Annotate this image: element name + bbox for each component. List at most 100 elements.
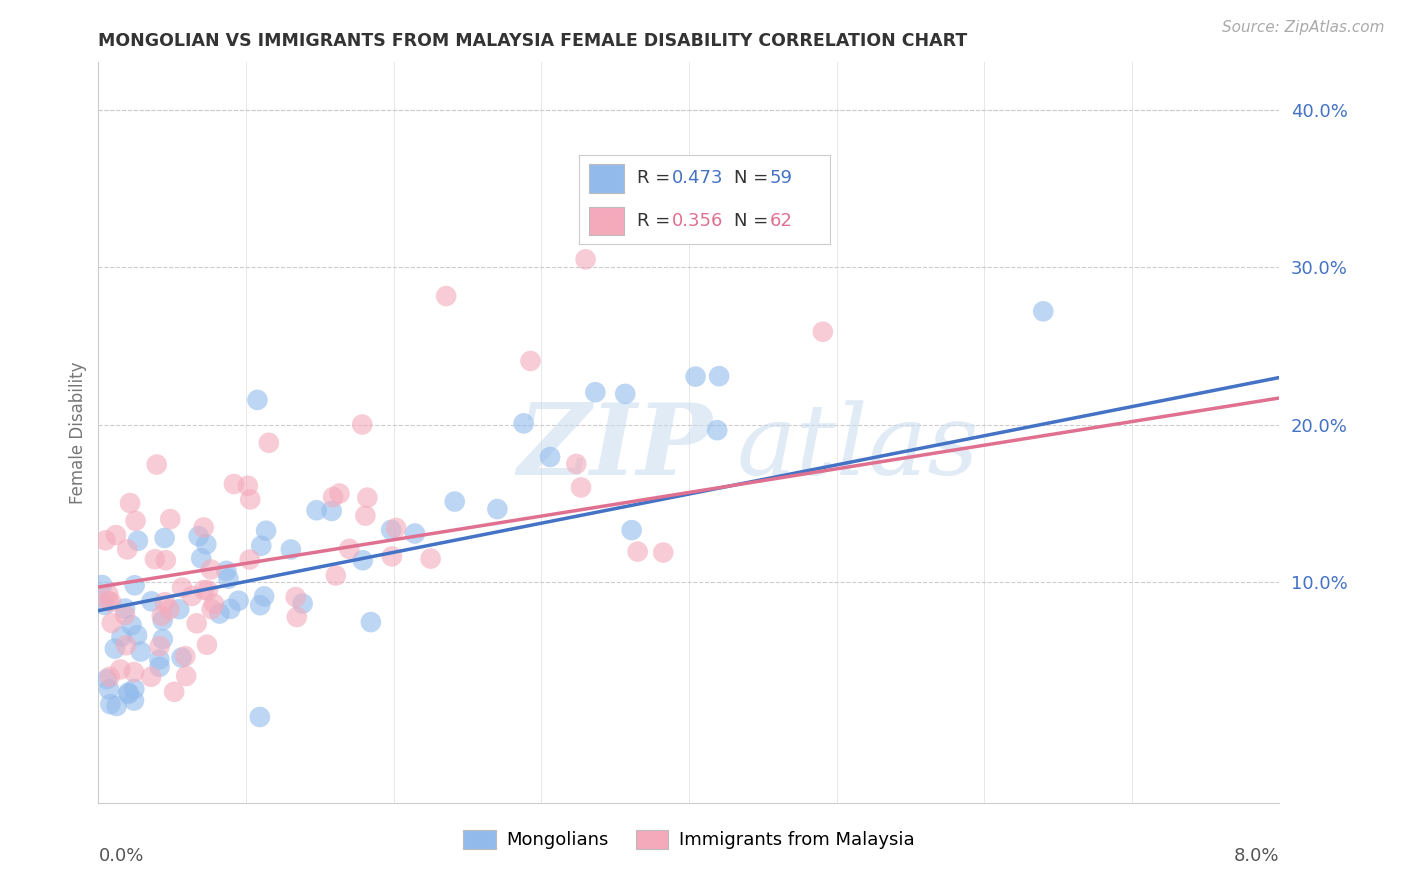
Point — [222, 477, 245, 491]
Point — [381, 549, 404, 564]
Point — [197, 583, 219, 598]
Point — [257, 435, 280, 450]
Point — [104, 528, 127, 542]
Point — [443, 494, 465, 508]
Text: N =: N = — [734, 212, 775, 230]
Point — [354, 508, 377, 523]
Point — [583, 385, 606, 400]
Point — [217, 572, 239, 586]
Text: R =: R = — [637, 169, 675, 187]
Point — [145, 458, 167, 472]
Point — [120, 496, 142, 510]
Point — [124, 681, 146, 696]
Legend: Mongolians, Immigrants from Malaysia: Mongolians, Immigrants from Malaysia — [456, 822, 922, 856]
Point — [239, 552, 262, 566]
Point — [200, 562, 222, 576]
Point — [356, 491, 378, 505]
Point — [195, 638, 218, 652]
Point — [385, 521, 408, 535]
Point — [360, 615, 382, 629]
Point — [150, 608, 173, 623]
Point — [219, 602, 242, 616]
Point — [174, 649, 197, 664]
Point — [811, 325, 834, 339]
Point — [486, 502, 509, 516]
Point — [170, 650, 193, 665]
Point — [321, 504, 343, 518]
Point — [512, 417, 534, 431]
Point — [190, 551, 212, 566]
Point — [193, 520, 215, 534]
Point — [246, 392, 269, 407]
Point — [163, 685, 186, 699]
Text: 0.356: 0.356 — [672, 212, 723, 230]
Text: ZIP: ZIP — [517, 400, 713, 496]
Text: 8.0%: 8.0% — [1234, 847, 1279, 865]
Point — [115, 542, 138, 557]
Point — [569, 480, 592, 494]
Point — [706, 423, 728, 437]
Point — [97, 587, 120, 601]
Point — [174, 669, 197, 683]
Point — [97, 594, 120, 608]
Point — [114, 607, 136, 622]
Point — [195, 537, 218, 551]
Text: 62: 62 — [769, 212, 792, 230]
Point — [143, 552, 166, 566]
Point — [98, 670, 121, 684]
Text: Source: ZipAtlas.com: Source: ZipAtlas.com — [1222, 20, 1385, 35]
Point — [249, 598, 271, 612]
Point — [141, 670, 163, 684]
Point — [285, 610, 308, 624]
Point — [291, 597, 314, 611]
Point — [152, 632, 174, 647]
Text: R =: R = — [637, 212, 675, 230]
Point — [236, 479, 259, 493]
Text: 0.473: 0.473 — [672, 169, 723, 187]
Point — [121, 618, 143, 632]
Point — [94, 533, 117, 548]
Point — [284, 590, 307, 604]
Text: N =: N = — [734, 169, 775, 187]
Point — [129, 644, 152, 658]
Point — [202, 597, 225, 611]
Point — [322, 490, 344, 504]
Point — [153, 531, 176, 545]
Point — [380, 523, 402, 537]
Point — [125, 628, 148, 642]
Point — [122, 693, 145, 707]
Point — [208, 607, 231, 621]
Point — [148, 652, 170, 666]
Point — [98, 682, 121, 697]
Point — [352, 417, 374, 432]
Point — [352, 553, 374, 567]
Point — [152, 613, 174, 627]
Point — [181, 589, 204, 603]
Point — [419, 551, 441, 566]
Point — [201, 602, 224, 616]
Point — [575, 252, 598, 267]
Point — [685, 369, 707, 384]
Point — [652, 545, 675, 559]
Point — [337, 541, 360, 556]
Point — [538, 450, 561, 464]
Point — [167, 602, 190, 616]
Point — [98, 697, 121, 711]
Point — [114, 601, 136, 615]
Point — [153, 595, 176, 609]
FancyBboxPatch shape — [589, 164, 624, 193]
Point — [96, 672, 118, 686]
Point — [328, 486, 350, 500]
Point — [149, 639, 172, 653]
Point — [149, 660, 172, 674]
Point — [93, 598, 115, 612]
Point — [434, 289, 457, 303]
Point — [124, 578, 146, 592]
Point — [159, 602, 181, 616]
Point — [110, 630, 132, 644]
Point — [626, 544, 648, 558]
Point — [254, 524, 277, 538]
Point — [117, 687, 139, 701]
Point — [565, 457, 588, 471]
Point — [614, 387, 637, 401]
